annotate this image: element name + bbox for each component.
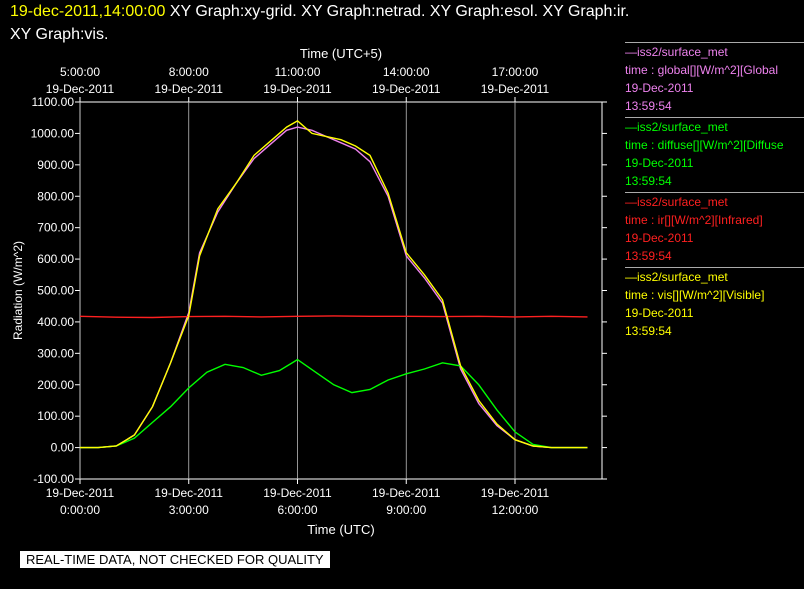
legend-date: 19-Dec-2011 (625, 156, 694, 170)
legend-time: 13:59:54 (625, 99, 672, 113)
x2-tick-time-label: 8:00:00 (169, 65, 209, 79)
series-line-vis (80, 120, 588, 449)
y-tick-label: 1000.00 (31, 126, 75, 140)
legend-entry-global: —iss2/surface_met time : global[][W/m^2]… (625, 42, 804, 115)
x2-tick-date-label: 19-Dec-2011 (481, 82, 550, 96)
x-tick-date-label: 19-Dec-2011 (155, 486, 224, 500)
x-tick-time-label: 0:00:00 (60, 503, 100, 517)
x-axis-title: Time (UTC) (307, 522, 374, 537)
y-tick-label: 900.00 (37, 158, 74, 172)
x2-tick-time-label: 11:00:00 (275, 65, 321, 79)
legend-entry-ir: —iss2/surface_met time : ir[][W/m^2][Inf… (625, 192, 804, 265)
legend-var: time : vis[][W/m^2][Visible] (625, 288, 765, 302)
legend-var: time : diffuse[][W/m^2][Diffuse (625, 138, 784, 152)
x-tick-time-label: 6:00:00 (277, 503, 317, 517)
legend-source: —iss2/surface_met (625, 120, 728, 134)
legend-var: time : global[][W/m^2][Global (625, 63, 779, 77)
y-tick-label: -100.00 (33, 472, 74, 486)
x2-tick-time-label: 14:00:00 (383, 65, 430, 79)
legend-date: 19-Dec-2011 (625, 81, 694, 95)
y-tick-label: 400.00 (37, 315, 74, 329)
legend-time: 13:59:54 (625, 174, 672, 188)
graph-title-line-1: 19-dec-2011,14:00:00 XY Graph:xy-grid. X… (10, 3, 629, 21)
y-tick-label: 300.00 (37, 346, 74, 360)
legend-source: —iss2/surface_met (625, 45, 728, 59)
y-tick-label: 800.00 (37, 189, 74, 203)
plot-frame (79, 101, 603, 480)
x2-tick-time-label: 17:00:00 (492, 65, 539, 79)
x2-tick-date-label: 19-Dec-2011 (46, 82, 115, 96)
y-tick-label: 700.00 (37, 221, 74, 235)
x-tick-time-label: 9:00:00 (386, 503, 426, 517)
legend-source: —iss2/surface_met (625, 270, 728, 284)
timestamp: 19-dec-2011,14:00:00 (10, 3, 166, 20)
x-tick-date-label: 19-Dec-2011 (263, 486, 332, 500)
legend-date: 19-Dec-2011 (625, 306, 694, 320)
legend-date: 19-Dec-2011 (625, 231, 694, 245)
legend-source: —iss2/surface_met (625, 195, 728, 209)
legend: —iss2/surface_met time : global[][W/m^2]… (625, 42, 804, 342)
y-tick-label: 0.00 (51, 441, 75, 455)
graph-list-cont: XY Graph:vis. (10, 26, 109, 43)
quality-disclaimer: REAL-TIME DATA, NOT CHECKED FOR QUALITY (20, 551, 330, 568)
series-line-diffuse (80, 358, 588, 449)
x2-tick-date-label: 19-Dec-2011 (155, 82, 224, 96)
y-tick-label: 600.00 (37, 252, 74, 266)
graph-title-line-2: XY Graph:vis. (10, 26, 108, 44)
legend-time: 13:59:54 (625, 249, 672, 263)
x-tick-date-label: 19-Dec-2011 (46, 486, 115, 500)
graph-list: XY Graph:xy-grid. XY Graph:netrad. XY Gr… (169, 3, 630, 20)
y-tick-label: 1100.00 (32, 95, 75, 109)
y-tick-label: 200.00 (37, 378, 74, 392)
legend-time: 13:59:54 (625, 324, 672, 338)
x-tick-date-label: 19-Dec-2011 (372, 486, 441, 500)
series-line-ir (79, 315, 588, 319)
x2-tick-date-label: 19-Dec-2011 (372, 82, 441, 96)
x2-tick-date-label: 19-Dec-2011 (263, 82, 332, 96)
x-tick-time-label: 3:00:00 (169, 503, 209, 517)
legend-entry-diffuse: —iss2/surface_met time : diffuse[][W/m^2… (625, 117, 804, 190)
y-tick-label: 500.00 (37, 284, 74, 298)
x2-tick-time-label: 5:00:00 (60, 65, 100, 79)
y-axis-title: Radiation (W/m^2) (11, 241, 25, 340)
legend-var: time : ir[][W/m^2][Infrared] (625, 213, 763, 227)
y-tick-label: 100.00 (37, 409, 74, 423)
legend-entry-vis: —iss2/surface_met time : vis[][W/m^2][Vi… (625, 267, 804, 340)
x-tick-time-label: 12:00:00 (492, 503, 539, 517)
x-tick-date-label: 19-Dec-2011 (481, 486, 550, 500)
x2-axis-title: Time (UTC+5) (300, 46, 382, 61)
